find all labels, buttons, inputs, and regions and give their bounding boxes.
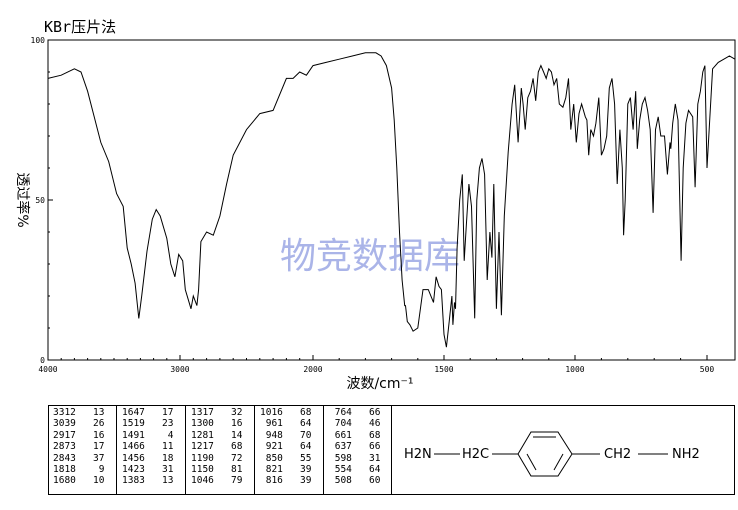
peak-row: 1680 10 — [53, 475, 105, 487]
p-xylylenediamine-structure: H2N H2C CH2 NH2 — [404, 431, 700, 477]
peak-column: 3312 13 3039 26 2917 16 2873 17 2843 37 1818 … — [53, 407, 104, 487]
method-title: KBr压片法 — [44, 18, 117, 36]
peak-row: 1046 79 — [191, 475, 243, 487]
watermark-text: 物竞数据库 — [280, 236, 460, 277]
spectrum-line — [47, 52, 736, 348]
peak-column: 1016 68 961 64 948 70 921 64 850 55 821 … — [260, 407, 311, 487]
amine-group-right: NH2 — [672, 447, 700, 462]
y-axis-ticks: 0 50 100 — [31, 36, 53, 365]
peak-row: 554 64 — [329, 464, 381, 476]
peak-row: 508 60 — [329, 475, 381, 487]
y-tick-label: 100 — [31, 36, 46, 45]
peak-row: 704 46 — [329, 418, 381, 430]
benzene-ring — [517, 431, 573, 477]
peak-row: 2917 16 — [53, 429, 105, 441]
peak-row: 1818 9 — [53, 464, 105, 476]
peak-row: 821 39 — [260, 464, 312, 476]
column-divider — [185, 406, 186, 494]
peak-column: 1647 17 1519 23 1491 4 1466 11 1456 18 1423 3… — [122, 407, 173, 487]
x-tick-label: 1000 — [565, 365, 584, 374]
peak-row: 1317 32 — [191, 407, 243, 418]
peak-row: 1456 18 — [122, 452, 174, 464]
peak-row: 850 55 — [260, 452, 312, 464]
peak-row: 1519 23 — [122, 418, 174, 430]
y-axis-label: 透过率% — [14, 172, 31, 227]
peak-row: 2873 17 — [53, 441, 105, 453]
column-divider — [323, 406, 324, 494]
peak-column: 764 66 704 46 661 68 637 66 598 31 554 6… — [329, 407, 381, 487]
peak-row: 961 64 — [260, 418, 312, 430]
peak-row: 948 70 — [260, 429, 312, 441]
peak-row: 1016 68 — [260, 407, 312, 418]
amine-group-left: H2N — [404, 447, 432, 462]
x-axis-label: 波数/cm⁻¹ — [346, 376, 413, 392]
methylene-left: H2C — [462, 447, 489, 462]
ring-double-bond — [553, 453, 564, 471]
bonds — [434, 431, 668, 477]
structure-box: H2N H2C CH2 NH2 — [391, 405, 735, 495]
peak-row: 816 39 — [260, 475, 312, 487]
peak-row: 764 66 — [329, 407, 381, 418]
methylene-right: CH2 — [604, 447, 631, 462]
peak-row: 1190 72 — [191, 452, 243, 464]
y-tick-label: 0 — [40, 356, 45, 365]
x-tick-label: 3000 — [170, 365, 189, 374]
peak-row: 1647 17 — [122, 407, 174, 418]
peak-row: 637 66 — [329, 441, 381, 453]
peak-row: 1217 68 — [191, 441, 243, 453]
x-axis-ticks: 4000 3000 2000 1500 1000 500 — [38, 355, 736, 374]
x-tick-label: 4000 — [38, 365, 57, 374]
x-tick-label: 500 — [700, 365, 715, 374]
peak-row: 3039 26 — [53, 418, 105, 430]
peak-row: 1423 31 — [122, 464, 174, 476]
x-tick-label: 1500 — [434, 365, 453, 374]
ir-spectrum-chart: 物竞数据库 4000 3000 2000 1500 1000 500 0 50 100 波数/… — [14, 36, 736, 392]
column-divider — [116, 406, 117, 494]
peak-table: 3312 13 3039 26 2917 16 2873 17 2843 37 1818 … — [48, 405, 392, 495]
peak-row: 1300 16 — [191, 418, 243, 430]
peak-row: 598 31 — [329, 452, 381, 464]
peak-column: 1317 32 1300 16 1281 14 1217 68 1190 72 1150 … — [191, 407, 242, 487]
peak-row: 1383 13 — [122, 475, 174, 487]
ring-double-bond — [526, 453, 537, 471]
column-divider — [254, 406, 255, 494]
peak-row: 3312 13 — [53, 407, 105, 418]
peak-row: 1466 11 — [122, 441, 174, 453]
peak-row: 1491 4 — [122, 429, 174, 441]
peak-row: 661 68 — [329, 429, 381, 441]
peak-row: 921 64 — [260, 441, 312, 453]
peak-row: 1281 14 — [191, 429, 243, 441]
peak-row: 2843 37 — [53, 452, 105, 464]
y-tick-label: 50 — [35, 196, 45, 205]
peak-row: 1150 81 — [191, 464, 243, 476]
x-tick-label: 2000 — [303, 365, 322, 374]
